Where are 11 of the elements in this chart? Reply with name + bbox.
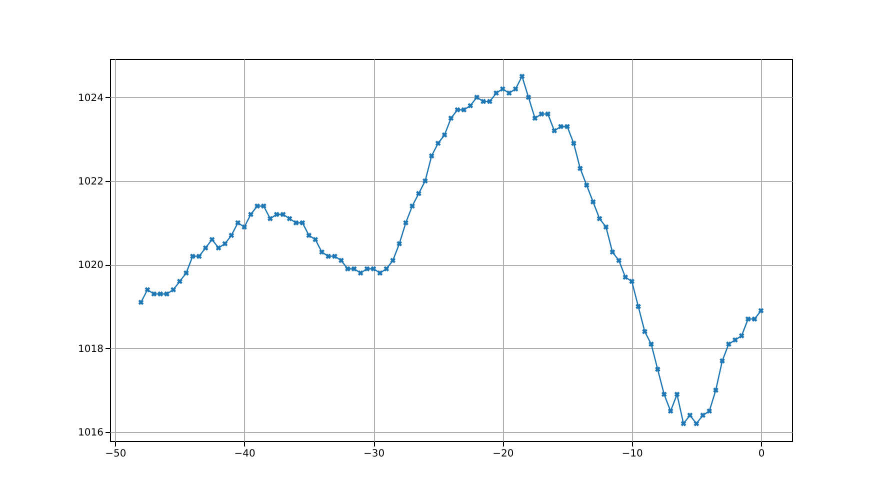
y-tick-label: 1018 bbox=[78, 344, 104, 355]
x-tick-label: −50 bbox=[105, 448, 126, 460]
y-tick-label: 1020 bbox=[78, 260, 104, 272]
y-tick-label: 1016 bbox=[78, 428, 104, 439]
x-tick-label: 0 bbox=[758, 448, 765, 460]
y-tick-label: 1024 bbox=[78, 92, 104, 104]
x-tick-label: −40 bbox=[234, 448, 256, 460]
x-tick-label: −30 bbox=[363, 448, 385, 460]
x-tick-label: −10 bbox=[622, 448, 643, 460]
y-tick-label: 1022 bbox=[78, 176, 104, 188]
x-tick-label: −20 bbox=[492, 448, 514, 460]
